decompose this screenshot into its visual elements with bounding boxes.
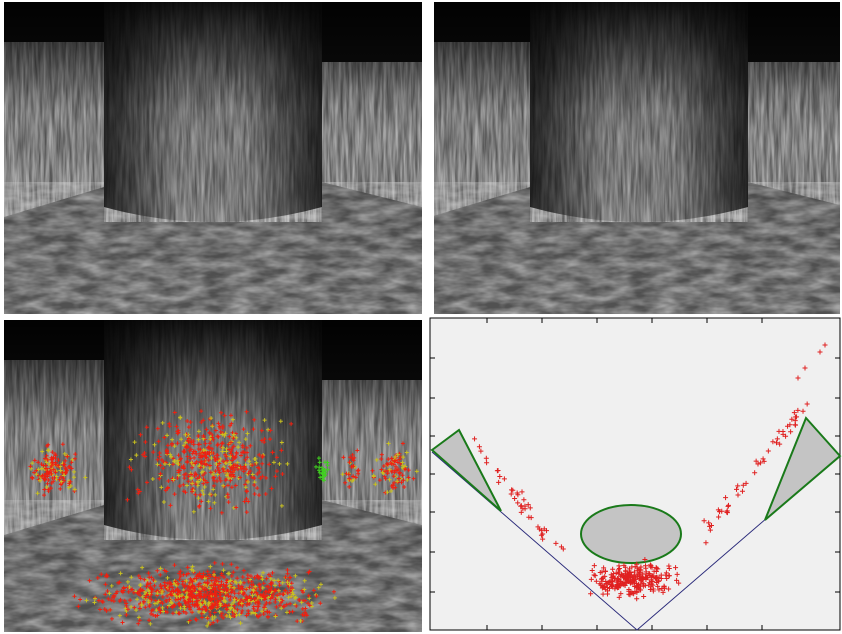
page: (() => { const data = JSON.parse(documen… xyxy=(0,0,842,634)
image-bottom-left xyxy=(4,320,422,632)
plot-panel xyxy=(430,318,840,630)
image-top-right xyxy=(430,2,842,314)
image-top-left xyxy=(4,2,422,314)
pillar xyxy=(581,505,681,563)
figure xyxy=(0,0,842,634)
